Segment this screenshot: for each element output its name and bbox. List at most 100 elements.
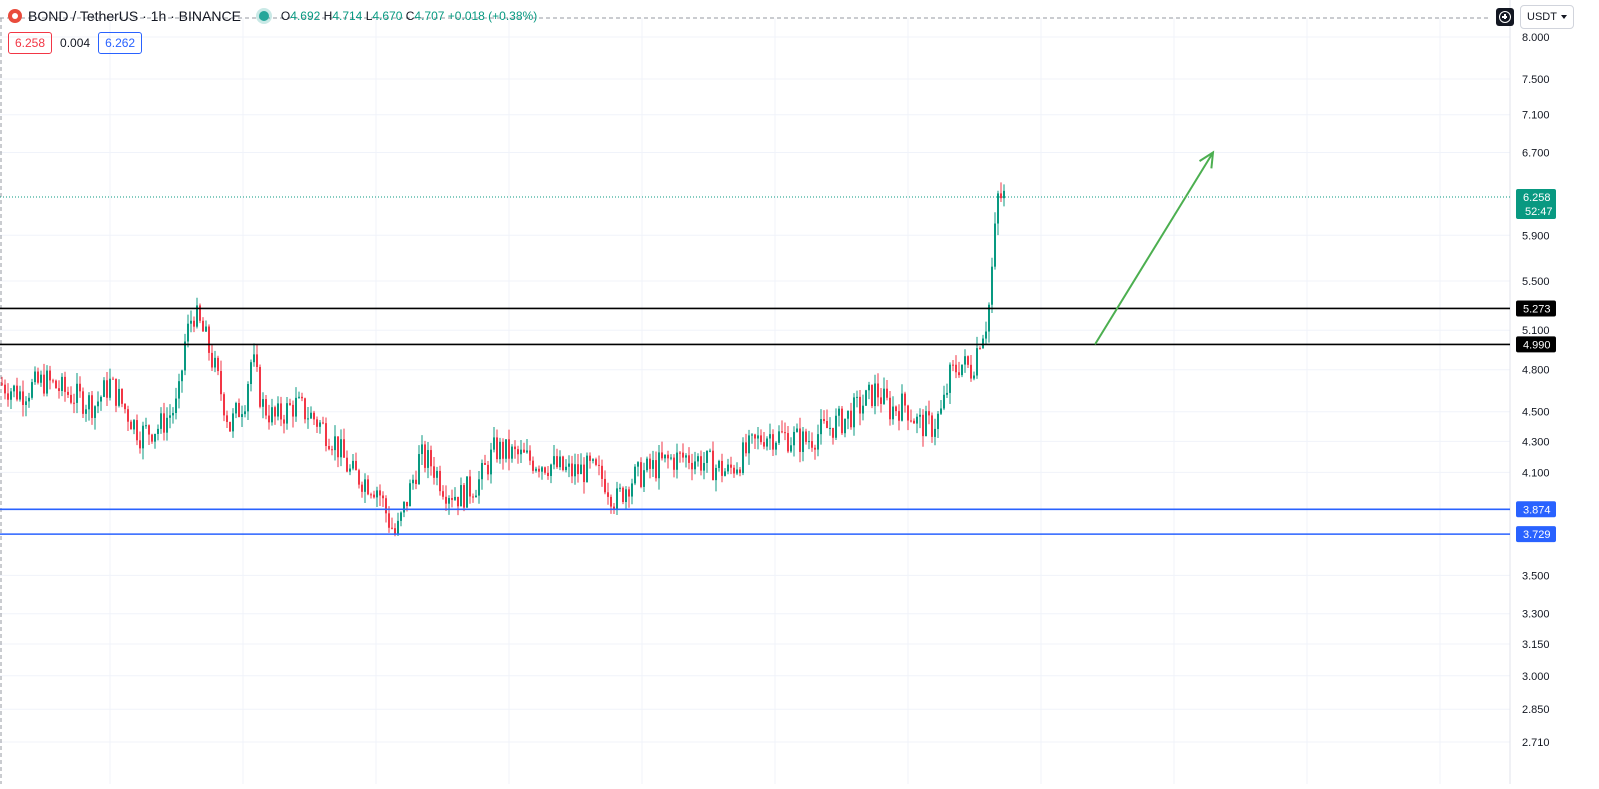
candle-body — [826, 420, 828, 429]
candle-body — [226, 415, 228, 422]
candle-body — [562, 456, 564, 471]
candle-body — [961, 364, 963, 376]
currency-select[interactable]: USDT — [1520, 5, 1574, 29]
candle-body — [361, 484, 363, 492]
candle-body — [91, 395, 93, 418]
candle-body — [10, 391, 12, 400]
candle-body — [46, 370, 48, 394]
support-price-label: 3.729 — [1523, 529, 1551, 541]
candle-body — [268, 415, 270, 423]
candle-body — [994, 223, 996, 267]
candle-body — [364, 479, 366, 492]
candle-body — [295, 397, 297, 417]
candle-body — [202, 320, 204, 332]
candle-body — [241, 414, 243, 417]
candle-body — [544, 467, 546, 473]
candle-body — [973, 375, 975, 379]
candle-body — [604, 478, 606, 493]
candle-body — [721, 460, 723, 476]
candle-body — [112, 378, 114, 380]
price-axis-tick-label: 3.150 — [1522, 639, 1550, 651]
candle-body — [118, 388, 120, 406]
candle-body — [274, 407, 276, 417]
candle-body — [196, 305, 198, 327]
candle-body — [262, 399, 264, 407]
open-value: 4.692 — [290, 9, 321, 23]
candle-body — [805, 431, 807, 442]
candle-body — [907, 405, 909, 421]
candle-body — [385, 498, 387, 514]
candle-body — [775, 442, 777, 450]
candle-body — [841, 408, 843, 434]
price-axis-tick-label: 4.100 — [1522, 467, 1550, 479]
candle-body — [520, 449, 522, 455]
candle-body — [280, 403, 282, 420]
candle-body — [478, 479, 480, 496]
candle-body — [982, 338, 984, 349]
candle-body — [637, 462, 639, 467]
candle-body — [898, 411, 900, 421]
candle-body — [133, 420, 135, 430]
candle-body — [427, 450, 429, 468]
candle-body — [271, 407, 273, 423]
price-axis-tick-label: 7.500 — [1522, 74, 1550, 86]
candle-body — [619, 487, 621, 489]
candle-body — [598, 464, 600, 466]
candle-body — [892, 406, 894, 420]
buy-price-button[interactable]: 6.262 — [98, 32, 143, 54]
candle-body — [823, 419, 825, 421]
candle-body — [79, 383, 81, 392]
candle-body — [652, 460, 654, 469]
candle-body — [67, 391, 69, 395]
candle-body — [337, 436, 339, 458]
candle-body — [820, 419, 822, 435]
candle-body — [484, 463, 486, 465]
candle-body — [895, 406, 897, 412]
candle-body — [22, 391, 24, 405]
close-label: C — [405, 9, 415, 23]
currency-label: USDT — [1527, 11, 1557, 23]
candle-body — [874, 383, 876, 407]
candle-body — [244, 411, 246, 415]
candle-body — [970, 364, 972, 379]
market-status-icon — [258, 11, 269, 21]
candle-body — [19, 391, 21, 400]
candle-body — [634, 466, 636, 484]
candle-body — [811, 441, 813, 448]
candle-body — [370, 494, 372, 496]
candle-body — [277, 403, 279, 417]
sell-price-button[interactable]: 6.258 — [8, 32, 53, 54]
add-plus-icon[interactable] — [1496, 8, 1514, 26]
candle-body — [466, 476, 468, 508]
candle-body — [511, 446, 513, 459]
candle-body — [778, 431, 780, 443]
candle-body — [766, 438, 768, 447]
bar-countdown-label: 52:47 — [1525, 206, 1553, 218]
candle-body — [85, 409, 87, 414]
candle-body — [988, 304, 990, 332]
price-axis-tick-label: 5.500 — [1522, 276, 1550, 288]
candle-body — [802, 431, 804, 452]
candle-body — [163, 413, 165, 433]
candle-body — [559, 456, 561, 468]
low-label: L — [365, 9, 373, 23]
symbol-title[interactable]: BOND / TetherUS · 1h · BINANCE — [28, 8, 241, 24]
candle-body — [160, 413, 162, 429]
candle-body — [706, 450, 708, 463]
candle-body — [436, 470, 438, 478]
support-price-tag — [1516, 526, 1556, 543]
candle-body — [205, 326, 207, 332]
candle-body — [739, 469, 741, 474]
candle-body — [61, 376, 63, 391]
candle-body — [631, 483, 633, 497]
candle-body — [781, 431, 783, 433]
candle-body — [373, 494, 375, 498]
candle-body — [235, 402, 237, 414]
candle-body — [502, 441, 504, 459]
candle-body — [1003, 190, 1005, 199]
candle-body — [301, 396, 303, 399]
candle-body — [148, 425, 150, 435]
candle-body — [859, 396, 861, 414]
